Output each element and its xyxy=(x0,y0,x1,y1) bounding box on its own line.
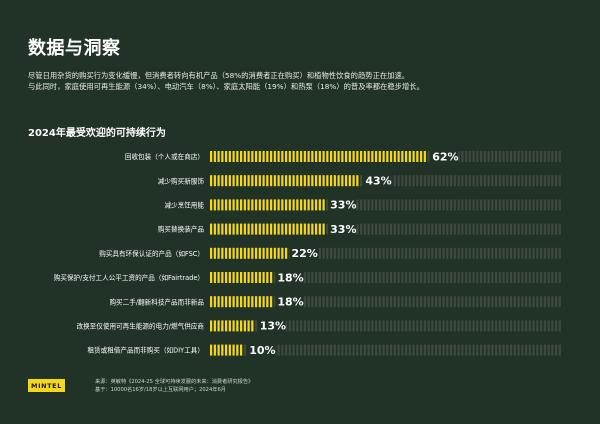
bar xyxy=(210,296,273,308)
value-label-bg xyxy=(328,222,357,236)
category-label: 租赁或租借产品而非购买（如DIY工具） xyxy=(87,346,204,355)
category-label: 改换至仅使用可再生能源的电力/燃气供应商 xyxy=(76,322,204,331)
category-label: 减少购买新服饰 xyxy=(158,176,205,185)
intro-text: 尽管日用杂货的购买行为变化缓慢，但消费者转向有机产品（58%的消费者正在购买）和… xyxy=(28,70,588,92)
source-line-2: 基于：10000名16岁/18岁以上互联网用户；2024年6月 xyxy=(95,387,226,393)
value-label-bg xyxy=(363,174,392,188)
category-label: 减少烹饪用能 xyxy=(164,201,204,210)
value-label: 43% xyxy=(365,175,391,188)
intro-line-2: 与此同时，家庭使用可再生能源（34%）、电动汽车（8%）、家庭太阳能（19%）和… xyxy=(28,82,424,91)
bar-track xyxy=(210,344,561,356)
chart-title: 2024年最受欢迎的可持续行为 xyxy=(28,128,166,139)
category-label: 购买二手/翻新科技产品而非新品 xyxy=(109,297,204,306)
value-label-bg xyxy=(275,271,304,284)
value-label: 33% xyxy=(330,199,356,212)
value-label: 10% xyxy=(249,344,275,357)
intro-line-1: 尽管日用杂货的购买行为变化缓慢，但消费者转向有机产品（58%的消费者正在购买）和… xyxy=(28,71,410,80)
bar xyxy=(210,272,273,283)
bar xyxy=(210,223,325,235)
value-label-bg xyxy=(328,198,357,212)
category-label: 购买保护/支付工人公平工资的产品（如Fairtrade） xyxy=(54,273,204,282)
value-label: 13% xyxy=(260,320,286,333)
value-label-bg xyxy=(257,319,286,333)
bar xyxy=(210,344,243,356)
source-footer: 来源：英敏特《2024-25 全球可持续发展的未来：消费者研究报告》 基于：10… xyxy=(95,378,253,394)
value-label: 18% xyxy=(277,296,303,309)
bar xyxy=(210,151,426,162)
value-label-bg xyxy=(275,295,304,309)
value-label-bg xyxy=(430,150,459,163)
mintel-logo: MINTEL xyxy=(28,379,65,392)
bar xyxy=(210,199,325,211)
value-label-bg xyxy=(247,343,276,357)
category-label: 购买具有环保认证的产品（如FSC） xyxy=(99,249,204,258)
bar-track xyxy=(210,320,561,332)
value-label: 18% xyxy=(277,271,303,284)
page-title: 数据与洞察 xyxy=(28,38,121,59)
bar xyxy=(210,320,254,332)
source-line-1: 来源：英敏特《2024-25 全球可持续发展的未来：消费者研究报告》 xyxy=(95,379,254,385)
value-label-bg xyxy=(289,246,318,260)
bar xyxy=(210,175,359,187)
value-label: 62% xyxy=(432,150,458,163)
bar xyxy=(210,247,288,259)
category-label: 回收包装（个人或在商店） xyxy=(125,152,204,161)
value-label: 22% xyxy=(291,247,317,260)
value-label: 33% xyxy=(330,223,356,236)
category-label: 购买替换装产品 xyxy=(158,225,205,234)
